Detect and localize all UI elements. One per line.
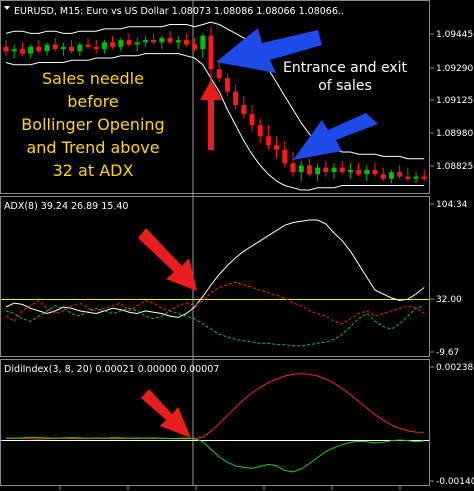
plus-di-line bbox=[5, 281, 425, 325]
candle bbox=[142, 35, 148, 47]
candle bbox=[265, 125, 271, 150]
bollinger-upper-line bbox=[5, 21, 425, 160]
candle bbox=[60, 42, 66, 56]
price-tick-4: 1.08980 bbox=[436, 129, 473, 139]
candle bbox=[216, 60, 222, 83]
candle bbox=[52, 37, 58, 52]
candle bbox=[233, 84, 239, 110]
candle bbox=[298, 160, 304, 182]
red-arrow-up-icon bbox=[200, 80, 222, 150]
annotation-left-line-4: and Trend above bbox=[26, 138, 159, 157]
candle bbox=[347, 163, 353, 179]
candle bbox=[69, 40, 75, 54]
candle bbox=[356, 163, 362, 177]
red-arrow-didi-icon bbox=[141, 389, 191, 438]
candle bbox=[77, 42, 83, 56]
candle bbox=[306, 158, 312, 177]
didi-pane-frame bbox=[0, 359, 430, 486]
blue-arrow-down-left-icon bbox=[293, 113, 378, 160]
red-arrow-adx-icon bbox=[138, 228, 197, 291]
adx-tick-level: 32.00 bbox=[436, 295, 462, 305]
candle bbox=[290, 151, 296, 177]
candle bbox=[167, 31, 173, 45]
candle bbox=[364, 165, 370, 182]
candle bbox=[380, 167, 386, 182]
candle bbox=[110, 35, 116, 50]
candle bbox=[405, 167, 411, 182]
blue-arrow-left-icon bbox=[216, 28, 322, 73]
annotation-right-line-1: Entrance and exit bbox=[283, 60, 408, 76]
candle bbox=[28, 44, 34, 59]
minus-di-line bbox=[5, 305, 425, 347]
didi-tick-top: 0.00238 bbox=[436, 363, 473, 373]
candle bbox=[134, 37, 140, 52]
candle bbox=[257, 118, 263, 144]
candle bbox=[372, 163, 378, 177]
adx-pane-frame bbox=[0, 196, 430, 357]
price-tick-2: 1.09290 bbox=[436, 64, 473, 74]
annotation-left: Sales needle before Bollinger Opening an… bbox=[21, 69, 164, 180]
didi-tick-bottom: -0.00140 bbox=[436, 477, 474, 487]
didi-header: DidiIndex(3, 8, 20) 0.00021 0.00000 0.00… bbox=[4, 364, 219, 375]
candle bbox=[224, 73, 230, 97]
candle bbox=[183, 33, 189, 47]
candle bbox=[151, 33, 157, 45]
annotation-right: Entrance and exit of sales bbox=[283, 60, 408, 94]
adx-tick-bottom: -9.67 bbox=[436, 348, 459, 358]
candle bbox=[3, 40, 9, 56]
annotation-left-line-1: Sales needle bbox=[42, 69, 144, 88]
price-tick-5: 1.08825 bbox=[436, 162, 473, 172]
candle bbox=[19, 42, 25, 56]
price-pane-frame bbox=[0, 0, 430, 194]
candle bbox=[36, 40, 42, 54]
candle bbox=[159, 35, 165, 50]
price-header: EURUSD, M15: Euro vs US Dollar 1.08073 1… bbox=[14, 6, 344, 17]
candle bbox=[200, 33, 206, 59]
annotation-left-line-3: Bollinger Opening bbox=[21, 115, 164, 134]
candle bbox=[44, 42, 50, 56]
adx-tick-top: 104.34 bbox=[436, 200, 468, 210]
candle bbox=[282, 140, 288, 168]
adx-header: ADX(8) 39.24 26.89 15.40 bbox=[4, 201, 128, 212]
price-tick-1: 1.09445 bbox=[436, 30, 473, 40]
price-tick-3: 1.09125 bbox=[436, 96, 473, 106]
candle bbox=[126, 33, 132, 47]
candle bbox=[315, 163, 321, 182]
candle bbox=[249, 105, 255, 132]
symbol-dropdown-icon[interactable] bbox=[4, 6, 10, 10]
candle bbox=[323, 160, 329, 177]
candle bbox=[175, 35, 181, 50]
candle bbox=[388, 169, 394, 184]
candle bbox=[192, 37, 198, 52]
price-layer bbox=[3, 21, 427, 191]
candle bbox=[118, 37, 124, 52]
bollinger-lower-line bbox=[5, 53, 425, 191]
candle bbox=[11, 44, 17, 59]
candle bbox=[397, 165, 403, 179]
candle bbox=[339, 160, 345, 175]
didi-line-2 bbox=[5, 436, 425, 473]
adx-line bbox=[5, 219, 425, 318]
annotation-right-line-2: of sales bbox=[318, 78, 372, 94]
didi-line-1 bbox=[5, 373, 425, 440]
candle bbox=[85, 37, 91, 50]
candle bbox=[208, 26, 214, 81]
annotation-left-line-2: before bbox=[67, 92, 119, 111]
candle bbox=[101, 40, 107, 54]
candle bbox=[413, 172, 419, 184]
candle bbox=[331, 163, 337, 179]
adx-layer bbox=[5, 219, 425, 347]
candle bbox=[421, 169, 427, 182]
didi-layer bbox=[5, 373, 425, 473]
annotation-left-line-5: 32 at ADX bbox=[53, 161, 134, 180]
candle bbox=[93, 40, 99, 54]
candle bbox=[241, 96, 247, 119]
candle bbox=[274, 136, 280, 159]
